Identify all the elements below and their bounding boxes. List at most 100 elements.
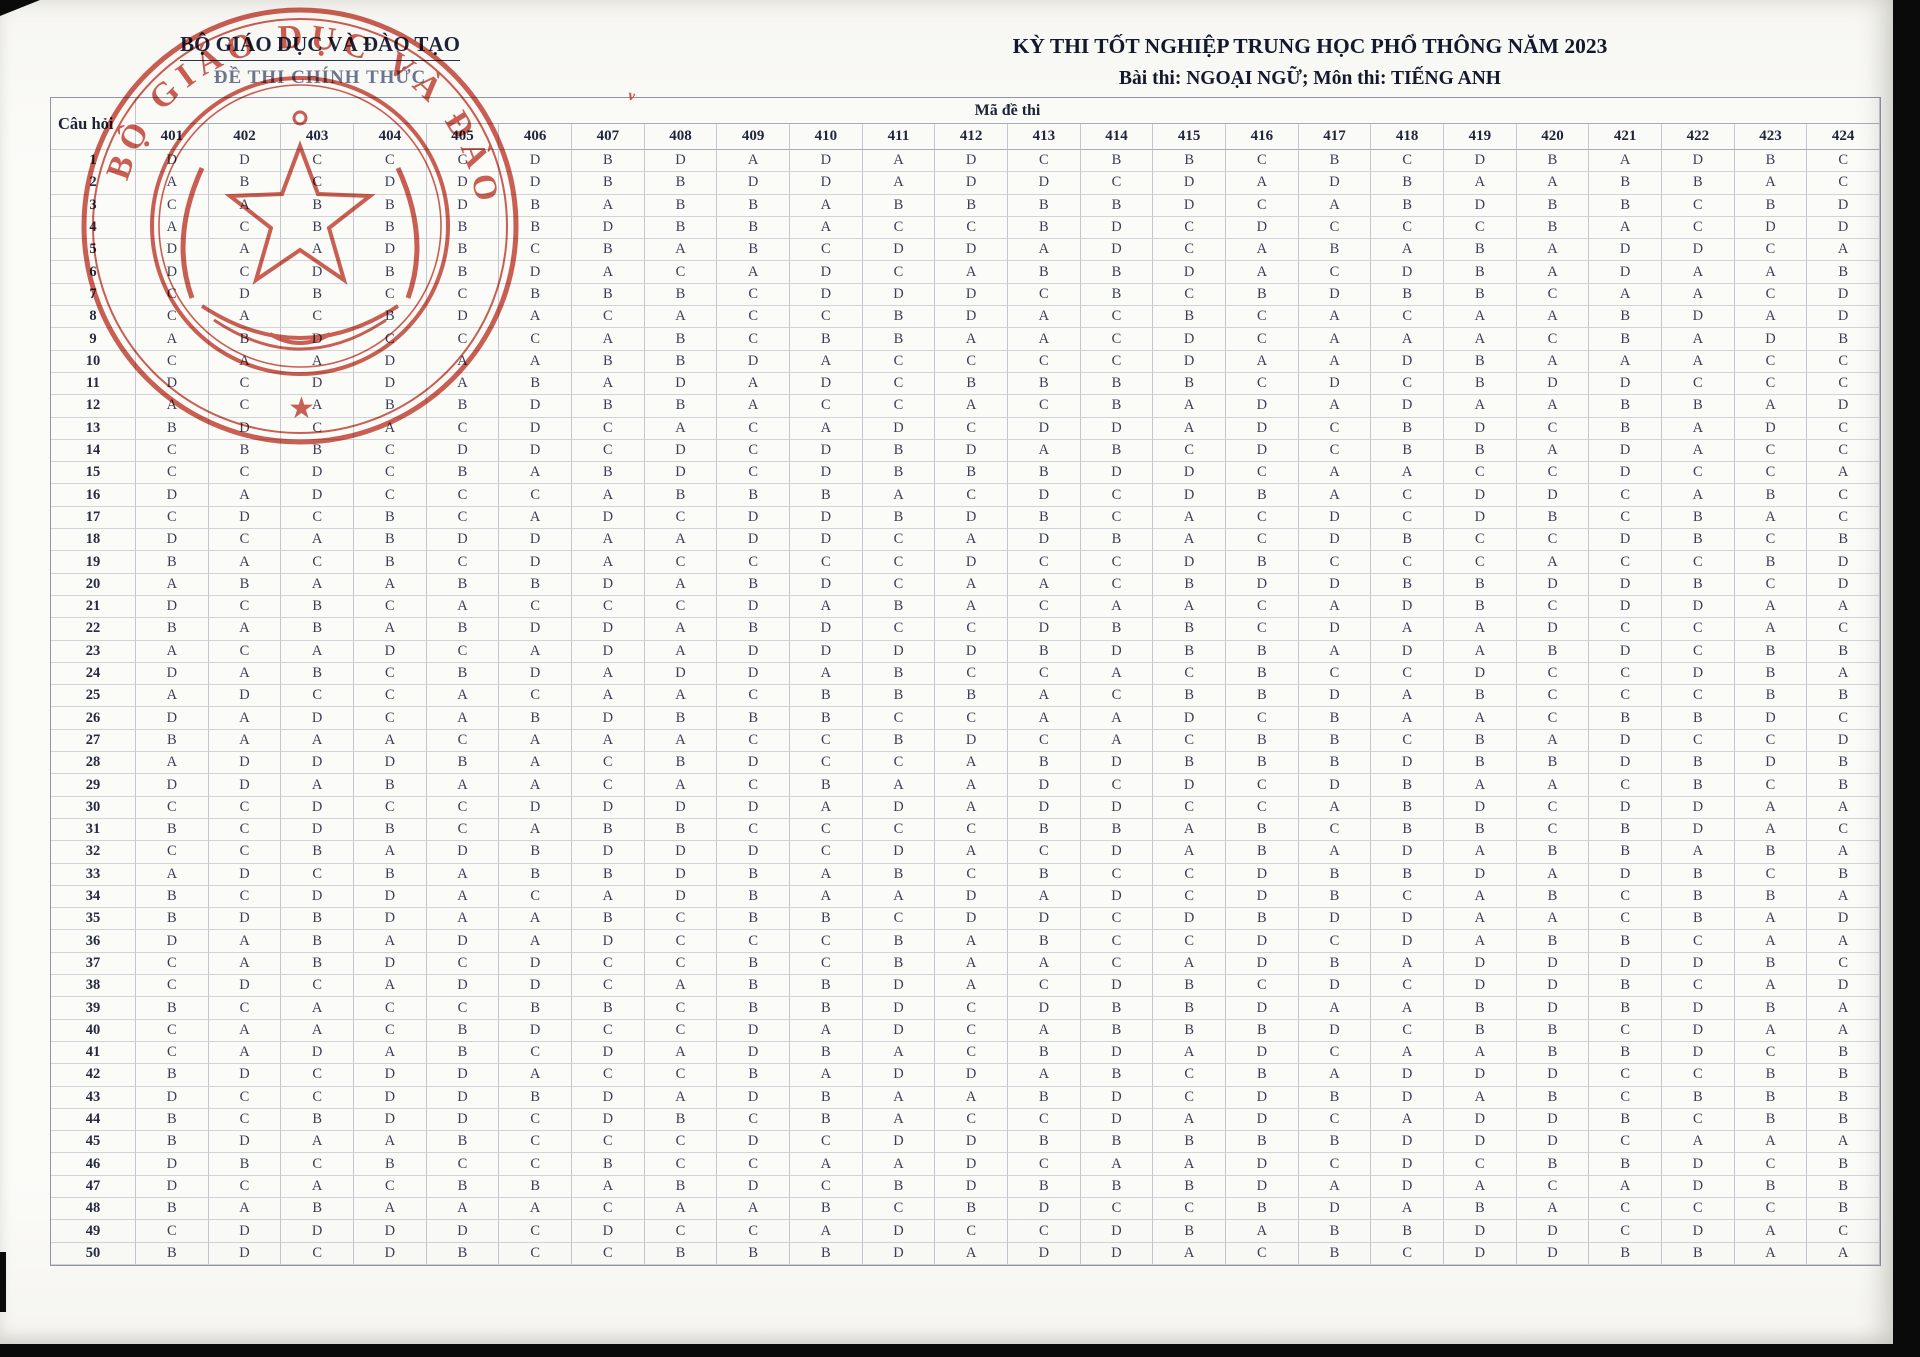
answer-cell: A — [353, 573, 427, 596]
exam-code-header: 418 — [1371, 124, 1444, 150]
answer-cell: B — [1225, 1131, 1299, 1154]
answer-cell: B — [1153, 975, 1226, 998]
answer-cell: C — [353, 1175, 427, 1199]
answer-cell: D — [1225, 930, 1299, 953]
answer-cell: D — [717, 1175, 790, 1199]
answer-cell: C — [1661, 551, 1735, 574]
answer-cell: A — [1371, 685, 1444, 708]
answer-cell: C — [862, 573, 936, 596]
question-number: 28 — [51, 752, 136, 775]
answer-cell: C — [935, 818, 1008, 842]
answer-cell: B — [1080, 194, 1154, 217]
answer-cell: B — [789, 707, 863, 730]
answer-cell: C — [1007, 1153, 1081, 1176]
answer-cell: B — [862, 194, 936, 217]
answer-cell: B — [1225, 1198, 1299, 1221]
answer-cell: C — [862, 261, 936, 284]
answer-cell: C — [1589, 618, 1662, 641]
answer-cell: D — [571, 618, 645, 641]
answer-cell: B — [1734, 194, 1808, 217]
answer-cell: D — [1516, 573, 1590, 596]
answer-cell: D — [353, 640, 427, 663]
answer-cell: D — [1807, 194, 1880, 217]
answer-cell: C — [935, 707, 1008, 730]
answer-cell: C — [426, 150, 500, 173]
answer-cell: D — [935, 150, 1008, 173]
answer-cell: C — [1153, 239, 1226, 262]
answer-cell: B — [1734, 885, 1808, 909]
exam-code-merged-header: Mã đề thi — [136, 98, 1880, 124]
answer-cell: B — [862, 439, 936, 463]
answer-cell: C — [1589, 506, 1662, 530]
answer-cell: A — [1443, 707, 1517, 730]
answer-cell: A — [1298, 841, 1372, 864]
answer-cell: C — [136, 1041, 209, 1065]
answer-cell: B — [717, 618, 790, 641]
answer-cell: D — [717, 640, 790, 663]
answer-cell: B — [1443, 818, 1517, 842]
answer-cell: D — [644, 372, 718, 396]
question-number: 23 — [51, 640, 136, 663]
answer-cell: D — [136, 1175, 209, 1199]
answer-cell: A — [1298, 462, 1372, 485]
answer-cell: C — [935, 484, 1008, 507]
answer-cell: D — [1443, 796, 1517, 819]
answer-cell: C — [1225, 618, 1299, 641]
answer-cell: C — [426, 796, 500, 819]
answer-key-table: Câu hỏi Mã đề thi 401 402 403 404 405 406 407 4… — [50, 97, 1881, 1266]
answer-cell: C — [644, 952, 718, 976]
answer-cell: D — [1298, 372, 1372, 396]
answer-cell: C — [1153, 930, 1226, 953]
answer-cell: B — [499, 841, 572, 864]
answer-cell: C — [1516, 462, 1590, 485]
answer-cell: D — [353, 239, 427, 262]
answer-cell: A — [1298, 1064, 1372, 1087]
answer-cell: D — [1807, 216, 1880, 240]
answer-cell: D — [1443, 484, 1517, 507]
answer-cell: B — [353, 529, 427, 552]
answer-cell: D — [1443, 952, 1517, 976]
answer-cell: A — [1734, 930, 1808, 953]
answer-cell: C — [1007, 350, 1081, 373]
answer-cell: D — [1807, 975, 1880, 998]
answer-cell: D — [208, 1064, 282, 1087]
question-number: 8 — [51, 306, 136, 329]
answer-cell: C — [571, 952, 645, 976]
answer-cell: B — [571, 395, 645, 418]
answer-cell: D — [862, 1220, 936, 1243]
answer-cell: A — [1734, 1019, 1808, 1042]
answer-cell: B — [1661, 573, 1735, 596]
answer-cell: C — [789, 952, 863, 976]
answer-cell: B — [1807, 1153, 1880, 1176]
answer-cell: D — [1589, 863, 1662, 886]
answer-cell: A — [1734, 506, 1808, 530]
answer-cell: C — [136, 306, 209, 329]
answer-cell: D — [862, 239, 936, 262]
answer-cell: C — [1225, 328, 1299, 351]
answer-cell: B — [1080, 529, 1154, 552]
answer-cell: D — [1153, 908, 1226, 931]
answer-cell: C — [136, 1220, 209, 1243]
answer-cell: A — [208, 306, 282, 329]
answer-cell: B — [1153, 997, 1226, 1020]
answer-cell: B — [1298, 1131, 1372, 1154]
answer-cell: A — [1007, 306, 1081, 329]
answer-cell: C — [426, 1153, 500, 1176]
answer-cell: D — [1225, 216, 1299, 240]
answer-cell: C — [1807, 952, 1880, 976]
answer-cell: C — [935, 216, 1008, 240]
answer-cell: B — [1153, 1131, 1226, 1154]
answer-cell: D — [1225, 439, 1299, 463]
answer-cell: D — [1734, 752, 1808, 775]
answer-cell: D — [935, 640, 1008, 663]
answer-cell: B — [426, 573, 500, 596]
answer-cell: C — [426, 328, 500, 351]
answer-cell: A — [499, 930, 572, 953]
answer-cell: A — [208, 952, 282, 976]
answer-cell: D — [717, 841, 790, 864]
answer-cell: A — [789, 1220, 863, 1243]
answer-cell: B — [1007, 1041, 1081, 1065]
answer-cell: D — [717, 1041, 790, 1065]
answer-cell: D — [1734, 707, 1808, 730]
answer-cell: B — [1371, 417, 1444, 440]
